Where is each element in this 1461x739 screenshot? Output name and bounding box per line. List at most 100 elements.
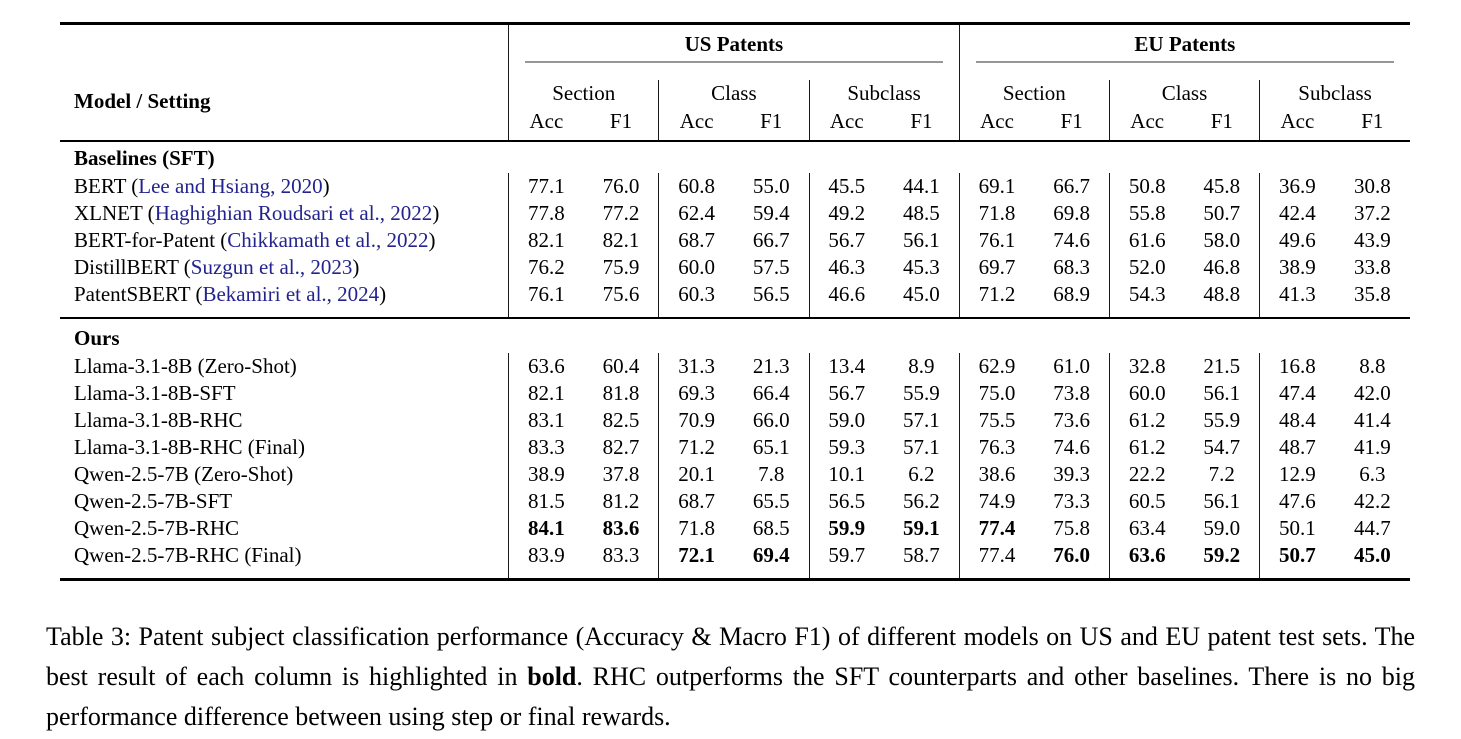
value-cell: 36.9 [1259, 173, 1335, 200]
value-cell: 7.8 [758, 462, 785, 486]
table-row: Qwen-2.5-7B-RHC 84.1 83.6 71.8 68.5 59.9 59.1 7… [60, 515, 1410, 542]
value-cell: 56.1 [1203, 381, 1241, 405]
value-cell: 81.2 [602, 489, 640, 513]
value-cell: 44.7 [1353, 516, 1391, 540]
value-cell: 66.0 [752, 408, 790, 432]
value-cell: 55.9 [903, 381, 940, 405]
value-cell: 69.7 [958, 254, 1035, 281]
value-cell: 75.0 [958, 380, 1035, 407]
value-cell: 42.2 [1353, 489, 1391, 513]
eu-patents-cmidrule [975, 61, 1394, 63]
value-cell: 48.5 [903, 201, 940, 225]
table-row: Llama-3.1-8B (Zero-Shot) 63.6 60.4 31.3 21.3… [60, 353, 1410, 380]
value-cell: 32.8 [1108, 353, 1185, 380]
table-row: Llama-3.1-8B-RHC (Final) 83.3 82.7 71.2 65.1… [60, 434, 1410, 461]
value-cell: 75.6 [602, 282, 640, 306]
value-cell: 61.0 [1053, 354, 1090, 378]
value-cell: 59.2 [1203, 543, 1241, 567]
model-cell: BERT-for-Patent (Chikkamath et al., 2022… [74, 228, 436, 252]
value-cell: 56.7 [808, 227, 885, 254]
value-cell: 60.8 [658, 173, 734, 200]
value-cell: 82.1 [508, 380, 584, 407]
citation-link[interactable]: Bekamiri et al., 2024 [202, 282, 380, 306]
value-cell: 21.3 [752, 354, 790, 378]
f1-header: F1 [733, 107, 809, 142]
value-cell: 77.8 [508, 200, 584, 227]
value-cell: 35.8 [1353, 282, 1391, 306]
subgroup-header-row: Section Class Subclass Section Class Sub… [60, 80, 1410, 107]
caption-text-1: Table 3: Patent subject classification p… [46, 622, 1415, 691]
value-cell: 56.1 [903, 228, 940, 252]
caption-bold-word: bold [527, 662, 577, 691]
value-cell: 57.5 [752, 255, 790, 279]
value-cell: 59.0 [808, 407, 885, 434]
acc-header: Acc [958, 107, 1035, 142]
value-cell: 74.9 [958, 488, 1035, 515]
section-title-row: Ours [60, 317, 1410, 353]
value-cell: 68.7 [658, 488, 734, 515]
acc-header: Acc [1108, 107, 1185, 142]
value-cell: 60.0 [1108, 380, 1185, 407]
value-cell: 46.3 [808, 254, 885, 281]
group-header-row: Model / Setting US Patents EU Patents [60, 23, 1410, 142]
eu-section-header: Section [958, 80, 1110, 107]
value-cell: 56.7 [808, 380, 885, 407]
value-cell: 30.8 [1353, 174, 1391, 198]
table-caption: Table 3: Patent subject classification p… [46, 617, 1415, 737]
f1-header: F1 [1334, 107, 1410, 142]
table-row: Llama-3.1-8B-RHC 83.1 82.5 70.9 66.0 59.0 57.1… [60, 407, 1410, 434]
value-cell: 82.5 [602, 408, 640, 432]
value-cell: 7.2 [1208, 462, 1235, 486]
table-row: XLNET (Haghighian Roudsari et al., 2022)… [60, 200, 1410, 227]
f1-header: F1 [884, 107, 960, 142]
value-cell: 60.3 [658, 281, 734, 318]
citation-link[interactable]: Lee and Hsiang, 2020 [138, 174, 323, 198]
value-cell: 63.6 [1108, 542, 1185, 580]
value-cell: 41.4 [1353, 408, 1391, 432]
value-cell: 59.9 [808, 515, 885, 542]
value-cell: 56.5 [752, 282, 790, 306]
value-cell: 50.7 [1203, 201, 1241, 225]
value-cell: 63.6 [508, 353, 584, 380]
value-cell: 60.0 [658, 254, 734, 281]
value-cell: 38.6 [958, 461, 1035, 488]
value-cell: 61.2 [1108, 407, 1185, 434]
value-cell: 71.2 [658, 434, 734, 461]
value-cell: 83.6 [602, 516, 640, 540]
value-cell: 37.2 [1353, 201, 1391, 225]
value-cell: 47.4 [1259, 380, 1335, 407]
value-cell: 81.8 [602, 381, 640, 405]
value-cell: 77.4 [958, 542, 1035, 580]
acc-header: Acc [658, 107, 734, 142]
value-cell: 31.3 [658, 353, 734, 380]
value-cell: 45.5 [808, 173, 885, 200]
value-cell: 65.1 [752, 435, 790, 459]
value-cell: 55.0 [752, 174, 790, 198]
value-cell: 47.6 [1259, 488, 1335, 515]
table-row: BERT (Lee and Hsiang, 2020) 77.1 76.0 60.8 5… [60, 173, 1410, 200]
value-cell: 56.1 [1203, 489, 1241, 513]
citation-link[interactable]: Chikkamath et al., 2022 [227, 228, 429, 252]
value-cell: 39.3 [1053, 462, 1090, 486]
value-cell: 45.0 [1353, 543, 1391, 567]
value-cell: 76.0 [1053, 543, 1090, 567]
citation-link[interactable]: Haghighian Roudsari et al., 2022 [154, 201, 433, 225]
value-cell: 58.0 [1203, 228, 1241, 252]
value-cell: 8.8 [1359, 354, 1386, 378]
section-title: Baselines (SFT) [74, 145, 215, 170]
value-cell: 52.0 [1108, 254, 1185, 281]
table-row: DistillBERT (Suzgun et al., 2023) 76.2 75.… [60, 254, 1410, 281]
paper-page: Model / Setting US Patents EU Patents Se… [0, 22, 1461, 739]
citation-link[interactable]: Suzgun et al., 2023 [190, 255, 353, 279]
model-cell: Qwen-2.5-7B-SFT [74, 489, 233, 513]
value-cell: 82.1 [508, 227, 584, 254]
model-cell: Qwen-2.5-7B-RHC [74, 516, 240, 540]
caption-text-2: . RHC outperforms the SFT counterparts a… [46, 662, 1415, 731]
value-cell: 42.4 [1259, 200, 1335, 227]
value-cell: 55.8 [1108, 200, 1185, 227]
value-cell: 76.1 [958, 227, 1035, 254]
value-cell: 49.6 [1259, 227, 1335, 254]
value-cell: 59.0 [1203, 516, 1241, 540]
value-cell: 84.1 [508, 515, 584, 542]
value-cell: 76.3 [958, 434, 1035, 461]
